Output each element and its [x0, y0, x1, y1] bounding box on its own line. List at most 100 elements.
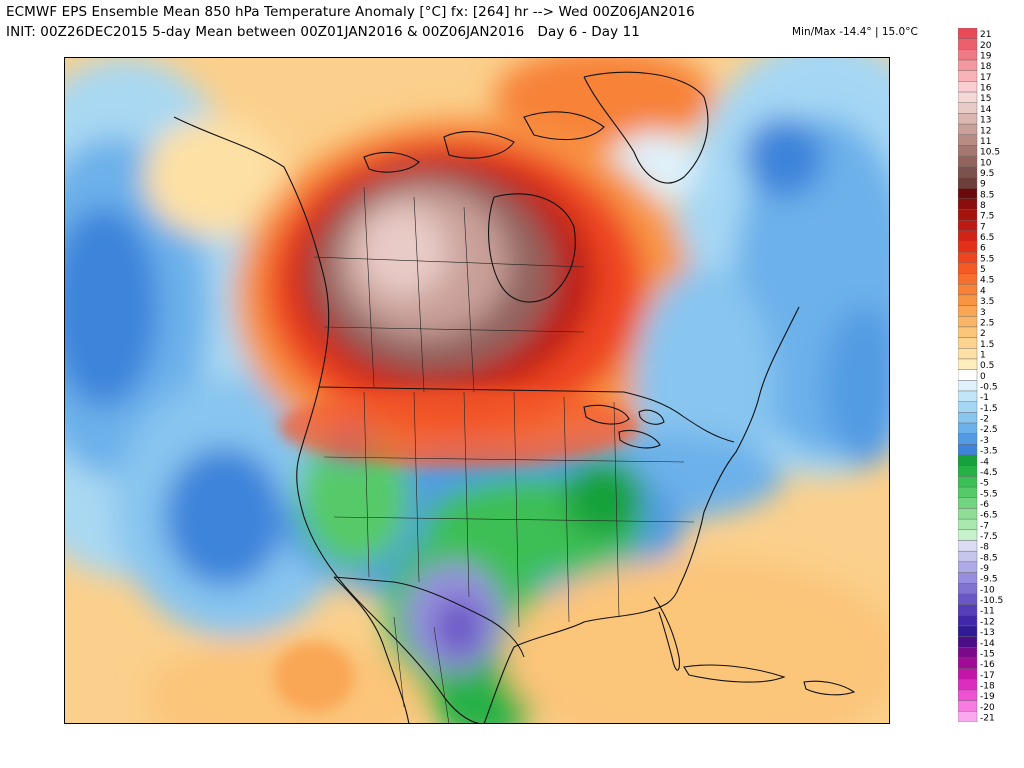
legend-swatch	[958, 679, 978, 691]
legend-swatch	[958, 337, 978, 349]
legend-swatch	[958, 28, 978, 39]
min-max-readout: Min/Max -14.4° | 15.0°C	[792, 26, 918, 38]
legend-label: -18	[980, 681, 995, 691]
legend-swatch	[958, 529, 978, 541]
legend-swatch	[958, 615, 978, 627]
legend-swatch	[958, 412, 978, 424]
legend-swatch	[958, 294, 978, 306]
legend-label: -2	[980, 415, 989, 425]
legend-swatch	[958, 540, 978, 552]
legend-swatch	[958, 134, 978, 146]
legend-label: 9	[980, 180, 986, 190]
legend-label: 15	[980, 94, 991, 104]
legend-label: 16	[980, 84, 992, 94]
map-title: ECMWF EPS Ensemble Mean 850 hPa Temperat…	[6, 4, 695, 20]
legend-swatch	[958, 433, 978, 445]
legend-swatch	[958, 241, 978, 253]
legend-label: 2.5	[980, 318, 994, 328]
legend-swatch	[958, 187, 978, 200]
legend-swatch	[958, 273, 978, 285]
legend-label: 5.5	[980, 254, 994, 264]
legend-swatch	[958, 38, 978, 50]
legend-swatch	[958, 209, 978, 221]
legend-label: -3.5	[980, 447, 998, 457]
legend-label: -11	[980, 607, 995, 617]
map-frame	[64, 57, 890, 724]
legend-label: -8.5	[980, 553, 998, 563]
legend-label: -7.5	[980, 532, 998, 542]
legend-label: 11	[980, 137, 991, 147]
legend-label: 1.5	[980, 340, 994, 350]
legend-label: 3	[980, 308, 986, 318]
coastline-borders	[173, 71, 856, 724]
legend-swatch	[958, 518, 978, 531]
legend-swatch	[958, 657, 978, 669]
legend-label: 5	[980, 265, 986, 275]
legend-label: 8.5	[980, 190, 994, 200]
legend-swatch	[958, 390, 978, 402]
legend-swatch	[958, 91, 978, 103]
legend-swatch	[958, 155, 978, 168]
legend-label: 12	[980, 126, 991, 136]
legend-swatch	[958, 497, 978, 509]
legend-swatch	[958, 49, 978, 61]
legend-label: -6.5	[980, 511, 998, 521]
legend-swatch	[958, 508, 978, 520]
legend-label: -5.5	[980, 489, 998, 499]
legend-swatch	[958, 380, 978, 392]
legend-label: 13	[980, 116, 991, 126]
legend-label: -19	[980, 692, 995, 702]
legend-label: -1.5	[980, 404, 998, 414]
map-subtitle: INIT: 00Z26DEC2015 5-day Mean between 00…	[6, 24, 640, 40]
legend-label: -4.5	[980, 468, 998, 478]
legend-label: 4.5	[980, 276, 994, 286]
legend-swatch	[958, 636, 978, 648]
legend-label: 20	[980, 41, 992, 51]
legend-label: 7.5	[980, 212, 994, 222]
legend-label: -9	[980, 564, 989, 574]
legend-swatch	[958, 284, 978, 296]
legend-label: 0.5	[980, 361, 994, 371]
legend-label: -8	[980, 543, 989, 553]
legend-label: 10.5	[980, 148, 1000, 158]
legend-label: 6	[980, 244, 986, 254]
legend-label: -12	[980, 617, 995, 627]
legend-swatch	[958, 422, 978, 434]
legend-label: -16	[980, 660, 995, 670]
legend-label: 7	[980, 222, 986, 232]
legend-label: 4	[980, 286, 986, 296]
legend-swatch	[958, 198, 978, 210]
legend-swatch	[958, 123, 978, 135]
anomaly-shading	[64, 57, 890, 724]
legend-label: -20	[980, 703, 995, 713]
legend-swatch	[958, 486, 978, 498]
legend-swatch	[958, 348, 978, 360]
legend-label: -21	[980, 714, 995, 723]
legend-label: -13	[980, 628, 995, 638]
legend-swatch	[958, 219, 978, 232]
legend-swatch	[958, 465, 978, 477]
legend-label: 21	[980, 30, 991, 40]
legend-swatch	[958, 358, 978, 370]
legend-label: -6	[980, 500, 989, 510]
legend-swatch	[958, 476, 978, 488]
legend-label: -10.5	[980, 596, 1003, 606]
legend-swatch	[958, 454, 978, 466]
legend-swatch	[958, 177, 978, 189]
legend-label: 17	[980, 73, 991, 83]
legend-swatch	[958, 401, 978, 413]
legend-label: -17	[980, 671, 995, 681]
legend-label: -3	[980, 436, 989, 446]
legend-label: 14	[980, 105, 992, 115]
legend-swatch	[958, 326, 978, 338]
legend-label: 2	[980, 329, 986, 339]
legend-label: 10	[980, 158, 992, 168]
legend-label: 3.5	[980, 297, 994, 307]
legend-label: 1	[980, 350, 986, 360]
legend-swatch	[958, 113, 978, 125]
legend-swatch	[958, 305, 978, 317]
legend-label: -1	[980, 393, 989, 403]
legend-swatch	[958, 444, 978, 456]
legend-swatch	[958, 593, 978, 605]
legend-swatch	[958, 166, 978, 178]
